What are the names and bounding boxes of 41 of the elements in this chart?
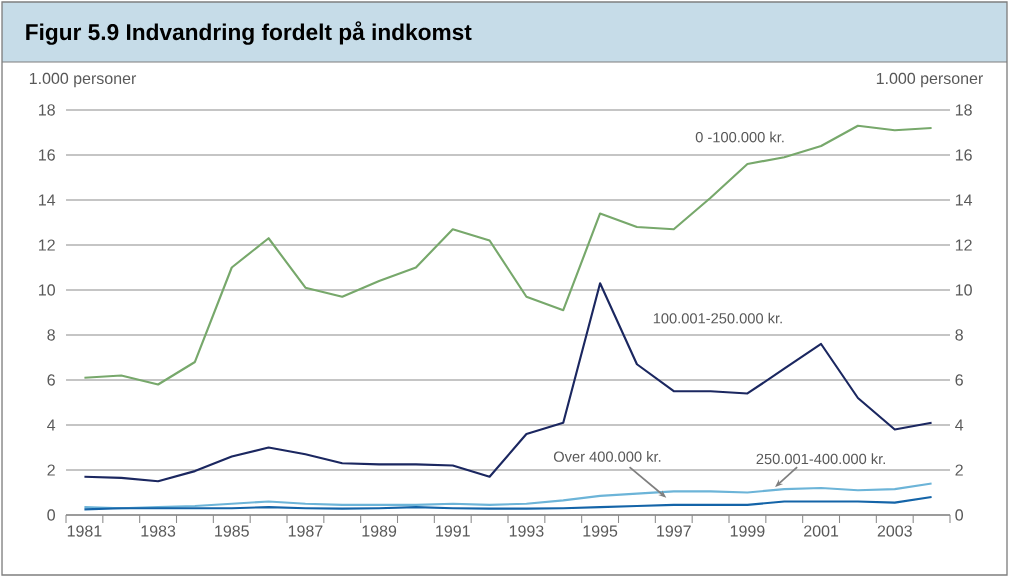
text: Over 400.000 kr. [553,451,661,462]
line-series [83,124,933,386]
y2-tick-label: 2 [955,464,963,476]
y-axis-title: 1.000 personer [29,72,137,88]
x-tick-label: 1983 [141,525,176,537]
y-tick-label: 10 [39,284,55,296]
y-tick-label: 0 [47,509,55,521]
y2-tick-label: 4 [955,419,964,431]
x-tick-label: 2001 [804,525,839,537]
x-tick-label: 1989 [362,525,397,537]
y-tick-label: 6 [47,374,55,386]
y-tick-label: 4 [47,419,56,431]
y2-tick-label: 8 [955,329,963,341]
y-tick-label: 14 [39,194,56,206]
x-tick-label: 1981 [67,525,102,537]
x-tick-label: 1999 [730,525,765,537]
y2-tick-label: 10 [955,284,972,296]
y-tick-label: 2 [47,464,55,476]
x-tick-label: 1995 [583,525,618,537]
x-tick-label: 1993 [509,525,544,537]
series-label: 250.001-400.000 kr. [756,453,885,465]
x-tick-label: 1987 [288,525,323,537]
x-tick-label: 2003 [877,525,912,537]
chart-title: Figur 5.9 Indvandring fordelt på indkomst [26,21,472,45]
series-label: 0 -100.000 kr. [695,131,784,143]
y2-axis-title: 1.000 personer [876,72,983,88]
x-tick-label: 1991 [436,525,470,537]
y2-tick-label: 18 [955,104,972,116]
x-tick-label: 1985 [215,525,249,537]
line-series [83,282,933,483]
y-tick-label: 12 [39,239,55,251]
y-tick-label: 8 [47,329,55,341]
y2-tick-label: 6 [955,374,963,386]
y2-tick-label: 0 [955,509,964,521]
y-tick-label: 18 [39,104,55,116]
y2-tick-label: 16 [955,149,972,161]
y2-tick-label: 12 [955,239,972,251]
text: 100.001-250.000 kr. [653,312,782,324]
y-tick-label: 16 [39,149,55,161]
y2-tick-label: 14 [955,194,973,206]
x-tick-label: 1997 [657,525,691,537]
